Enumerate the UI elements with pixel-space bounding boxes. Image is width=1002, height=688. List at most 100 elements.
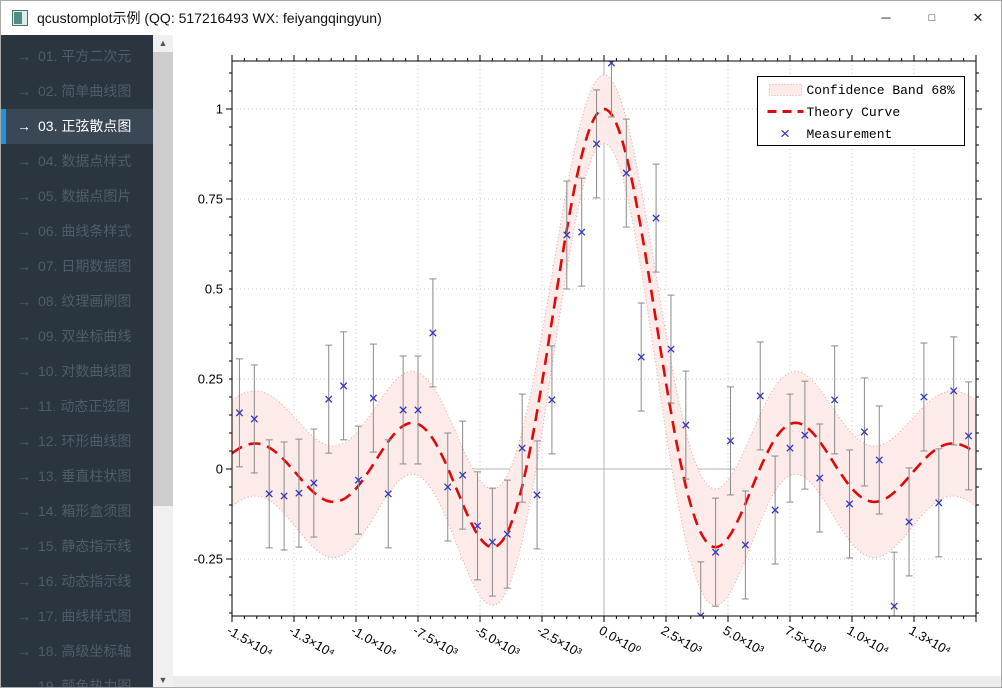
scroll-up-icon[interactable]: ▲ xyxy=(153,35,173,52)
measurement-point xyxy=(711,548,720,556)
x-tick-label: 1.0×10⁴ xyxy=(845,623,892,659)
sidebar-item-label: 10. 对数曲线图 xyxy=(38,363,132,379)
measurement-point xyxy=(652,214,660,222)
arrow-icon: → xyxy=(17,433,31,449)
sidebar-item-label: 08. 纹理画刷图 xyxy=(38,293,132,309)
measurement-point xyxy=(533,491,541,499)
sidebar-item-15[interactable]: → 15. 静态指示线 xyxy=(1,529,153,564)
legend-cross-swatch xyxy=(781,129,789,138)
x-tick-label: -7.5×10³ xyxy=(411,623,461,661)
sidebar-item-label: 19. 颜色热力图 xyxy=(38,678,132,688)
sidebar-item-02[interactable]: → 02. 简单曲线图 xyxy=(1,74,153,109)
measurement-point xyxy=(622,169,630,177)
title-bar: qcustomplot示例 (QQ: 517216493 WX: feiyang… xyxy=(1,1,1001,35)
sidebar-item-label: 02. 简单曲线图 xyxy=(38,83,132,99)
x-tick-label: -1.3×10⁴ xyxy=(287,623,338,661)
sidebar-item-04[interactable]: → 04. 数据点样式 xyxy=(1,144,153,179)
sidebar-item-07[interactable]: → 07. 日期数据图 xyxy=(1,249,153,284)
arrow-icon: → xyxy=(17,48,31,64)
sinc-scatter-plot[interactable]: 1 0.75 0.5 0.25 0 -0.25 -1.5×10⁴ -1.3×10⁴ -1.0×1… xyxy=(173,35,1002,688)
sidebar-item-label: 01. 平方二次元 xyxy=(38,48,132,64)
arrow-icon: → xyxy=(17,153,31,169)
maximize-button[interactable]: □ xyxy=(928,12,936,24)
measurement-point xyxy=(444,483,452,491)
legend-label: Measurement xyxy=(807,127,893,142)
measurement-point xyxy=(384,490,392,498)
sidebar-item-01[interactable]: → 01. 平方二次元 xyxy=(1,39,153,74)
measurement-point xyxy=(592,140,601,148)
sidebar-item-14[interactable]: → 14. 箱形盒须图 xyxy=(1,494,153,529)
measurement-point xyxy=(637,353,645,361)
legend-band-swatch xyxy=(769,84,802,96)
sidebar-item-03[interactable]: → 03. 正弦散点图 xyxy=(1,109,153,144)
sidebar-item-label: 06. 曲线条样式 xyxy=(38,223,132,239)
example-sidebar: → 01. 平方二次元 → 02. 简单曲线图 → 03. 正弦散点图 → 04. 数据点样式… xyxy=(1,35,173,688)
arrow-icon: → xyxy=(17,118,31,134)
y-tick-label: 0.5 xyxy=(205,282,223,297)
measurement-point xyxy=(845,500,854,508)
sidebar-item-label: 18. 高级坐标轴 xyxy=(38,643,132,659)
x-tick-label: 7.5×10³ xyxy=(783,623,830,659)
scroll-down-icon[interactable]: ▼ xyxy=(153,672,173,687)
measurement-point xyxy=(548,396,556,404)
measurement-point xyxy=(830,396,839,404)
measurement-point xyxy=(310,479,318,487)
minimize-button[interactable]: ─ xyxy=(881,10,891,25)
sidebar-item-05[interactable]: → 05. 数据点图片 xyxy=(1,179,153,214)
arrow-icon: → xyxy=(17,223,31,239)
sidebar-item-06[interactable]: → 06. 曲线条样式 xyxy=(1,214,153,249)
sidebar-item-09[interactable]: → 09. 双坐标曲线 xyxy=(1,319,153,354)
arrow-icon: → xyxy=(17,83,31,99)
example-list: → 01. 平方二次元 → 02. 简单曲线图 → 03. 正弦散点图 → 04. 数据点样式… xyxy=(1,39,153,688)
measurement-point xyxy=(816,474,824,482)
measurement-point xyxy=(250,415,258,423)
x-tick-label: 2.5×10³ xyxy=(659,623,706,659)
plot-panel: 1 0.75 0.5 0.25 0 -0.25 -1.5×10⁴ -1.3×10⁴ -1.0×1… xyxy=(173,35,1002,688)
arrow-icon: → xyxy=(17,293,31,309)
y-tick-label: 0.75 xyxy=(198,192,223,207)
window-bottom-strip xyxy=(173,676,1001,687)
sidebar-item-08[interactable]: → 08. 纹理画刷图 xyxy=(1,284,153,319)
window-title: qcustomplot示例 (QQ: 517216493 WX: feiyang… xyxy=(37,10,382,26)
arrow-icon: → xyxy=(17,398,31,414)
measurement-point xyxy=(354,476,363,484)
arrow-icon: → xyxy=(17,503,31,519)
sidebar-item-label: 05. 数据点图片 xyxy=(38,188,132,204)
sidebar-item-11[interactable]: → 11. 动态正弦图 xyxy=(1,389,153,424)
x-tick-label: -1.0×10⁴ xyxy=(349,623,400,661)
app-icon xyxy=(12,10,28,26)
measurement-point xyxy=(488,538,497,546)
arrow-icon: → xyxy=(17,643,31,659)
legend-label: Theory Curve xyxy=(807,105,901,120)
sidebar-item-17[interactable]: → 17. 曲线样式图 xyxy=(1,599,153,634)
measurement-point xyxy=(667,345,675,353)
measurement-point xyxy=(518,444,526,452)
y-tick-label: 1 xyxy=(216,102,223,117)
measurement-point xyxy=(563,231,571,239)
y-tick-label: -0.25 xyxy=(193,552,223,567)
measurement-point xyxy=(503,530,511,538)
legend-label: Confidence Band 68% xyxy=(807,83,955,98)
sidebar-scrollbar[interactable]: ▲ ▼ xyxy=(153,35,173,687)
close-button[interactable]: ✕ xyxy=(972,10,984,25)
measurement-point xyxy=(265,490,273,498)
sidebar-item-12[interactable]: → 12. 环形曲线图 xyxy=(1,424,153,459)
sidebar-item-label: 12. 环形曲线图 xyxy=(38,433,132,449)
sidebar-item-label: 04. 数据点样式 xyxy=(38,153,132,169)
measurement-point xyxy=(935,499,943,507)
scrollbar-thumb[interactable] xyxy=(153,52,173,506)
arrow-icon: → xyxy=(17,538,31,554)
measurement-point xyxy=(399,406,407,414)
sidebar-item-19[interactable]: → 19. 颜色热力图 xyxy=(1,669,153,688)
sidebar-item-16[interactable]: → 16. 动态指示线 xyxy=(1,564,153,599)
sidebar-item-10[interactable]: → 10. 对数曲线图 xyxy=(1,354,153,389)
sidebar-item-13[interactable]: → 13. 垂直柱状图 xyxy=(1,459,153,494)
arrow-icon: → xyxy=(17,468,31,484)
measurement-point xyxy=(726,437,735,445)
sidebar-item-label: 11. 动态正弦图 xyxy=(38,398,131,414)
measurement-point xyxy=(458,471,467,479)
arrow-icon: → xyxy=(17,188,31,204)
sidebar-item-18[interactable]: → 18. 高级坐标轴 xyxy=(1,634,153,669)
measurement-point xyxy=(682,421,690,429)
